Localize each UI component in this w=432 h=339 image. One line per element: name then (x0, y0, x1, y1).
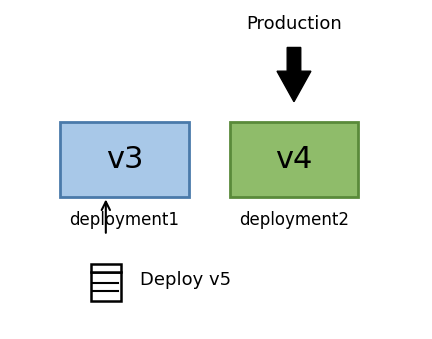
Text: Production: Production (246, 15, 342, 33)
FancyBboxPatch shape (91, 272, 121, 301)
Text: deployment1: deployment1 (70, 211, 179, 230)
Text: v3: v3 (106, 145, 143, 174)
FancyArrow shape (277, 47, 311, 102)
FancyBboxPatch shape (60, 122, 189, 197)
Text: Deploy v5: Deploy v5 (140, 271, 231, 289)
Text: v4: v4 (275, 145, 313, 174)
FancyBboxPatch shape (229, 122, 359, 197)
FancyBboxPatch shape (91, 264, 121, 272)
Text: deployment2: deployment2 (239, 211, 349, 230)
